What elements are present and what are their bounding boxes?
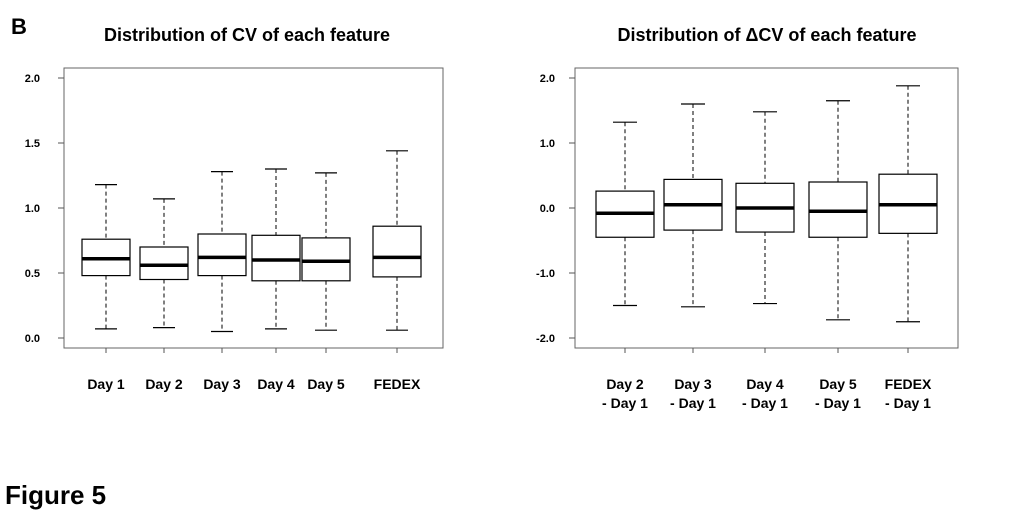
y-tick-label: 0.5 [25, 268, 40, 280]
y-tick-label: 2.0 [25, 73, 40, 85]
y-tick-label: 1.0 [25, 203, 40, 215]
box [372, 225, 422, 278]
box [251, 234, 301, 282]
category-label: Day 1 [87, 376, 125, 392]
figure-label: Figure 5 [5, 480, 106, 510]
panel-label: B [11, 14, 27, 39]
box [197, 233, 247, 277]
category-label: Day 4 [257, 376, 295, 392]
category-label: FEDEX [885, 376, 932, 392]
category-label: Day 4 [746, 376, 784, 392]
category-label: Day 3 [674, 376, 712, 392]
category-label: - Day 1 [602, 395, 648, 411]
box [301, 237, 351, 282]
y-tick-label: 0.0 [540, 203, 555, 215]
y-tick-label: 1.0 [540, 138, 555, 150]
chart-title: Distribution of CV of each feature [104, 25, 390, 45]
plot-frame [63, 67, 444, 349]
category-label: Day 2 [606, 376, 644, 392]
category-label: Day 5 [307, 376, 345, 392]
category-label: - Day 1 [885, 395, 931, 411]
category-label: Day 5 [819, 376, 857, 392]
y-tick-label: -2.0 [536, 333, 555, 345]
y-tick-label: 0.0 [25, 333, 40, 345]
box [139, 246, 189, 281]
delta-cv-boxplot-chart: Distribution of ΔCV of each feature -2.0 -… [536, 25, 959, 411]
chart-title: Distribution of ΔCV of each feature [618, 25, 917, 45]
category-label: Day 2 [145, 376, 183, 392]
category-label: FEDEX [374, 376, 421, 392]
y-tick-label: 1.5 [25, 138, 40, 150]
category-label: - Day 1 [670, 395, 716, 411]
category-label: - Day 1 [815, 395, 861, 411]
y-tick-label: -1.0 [536, 268, 555, 280]
category-label: - Day 1 [742, 395, 788, 411]
cv-boxplot-chart: Distribution of CV of each feature 0.0 0.5… [25, 25, 444, 392]
y-tick-label: 2.0 [540, 73, 555, 85]
category-label: Day 3 [203, 376, 241, 392]
